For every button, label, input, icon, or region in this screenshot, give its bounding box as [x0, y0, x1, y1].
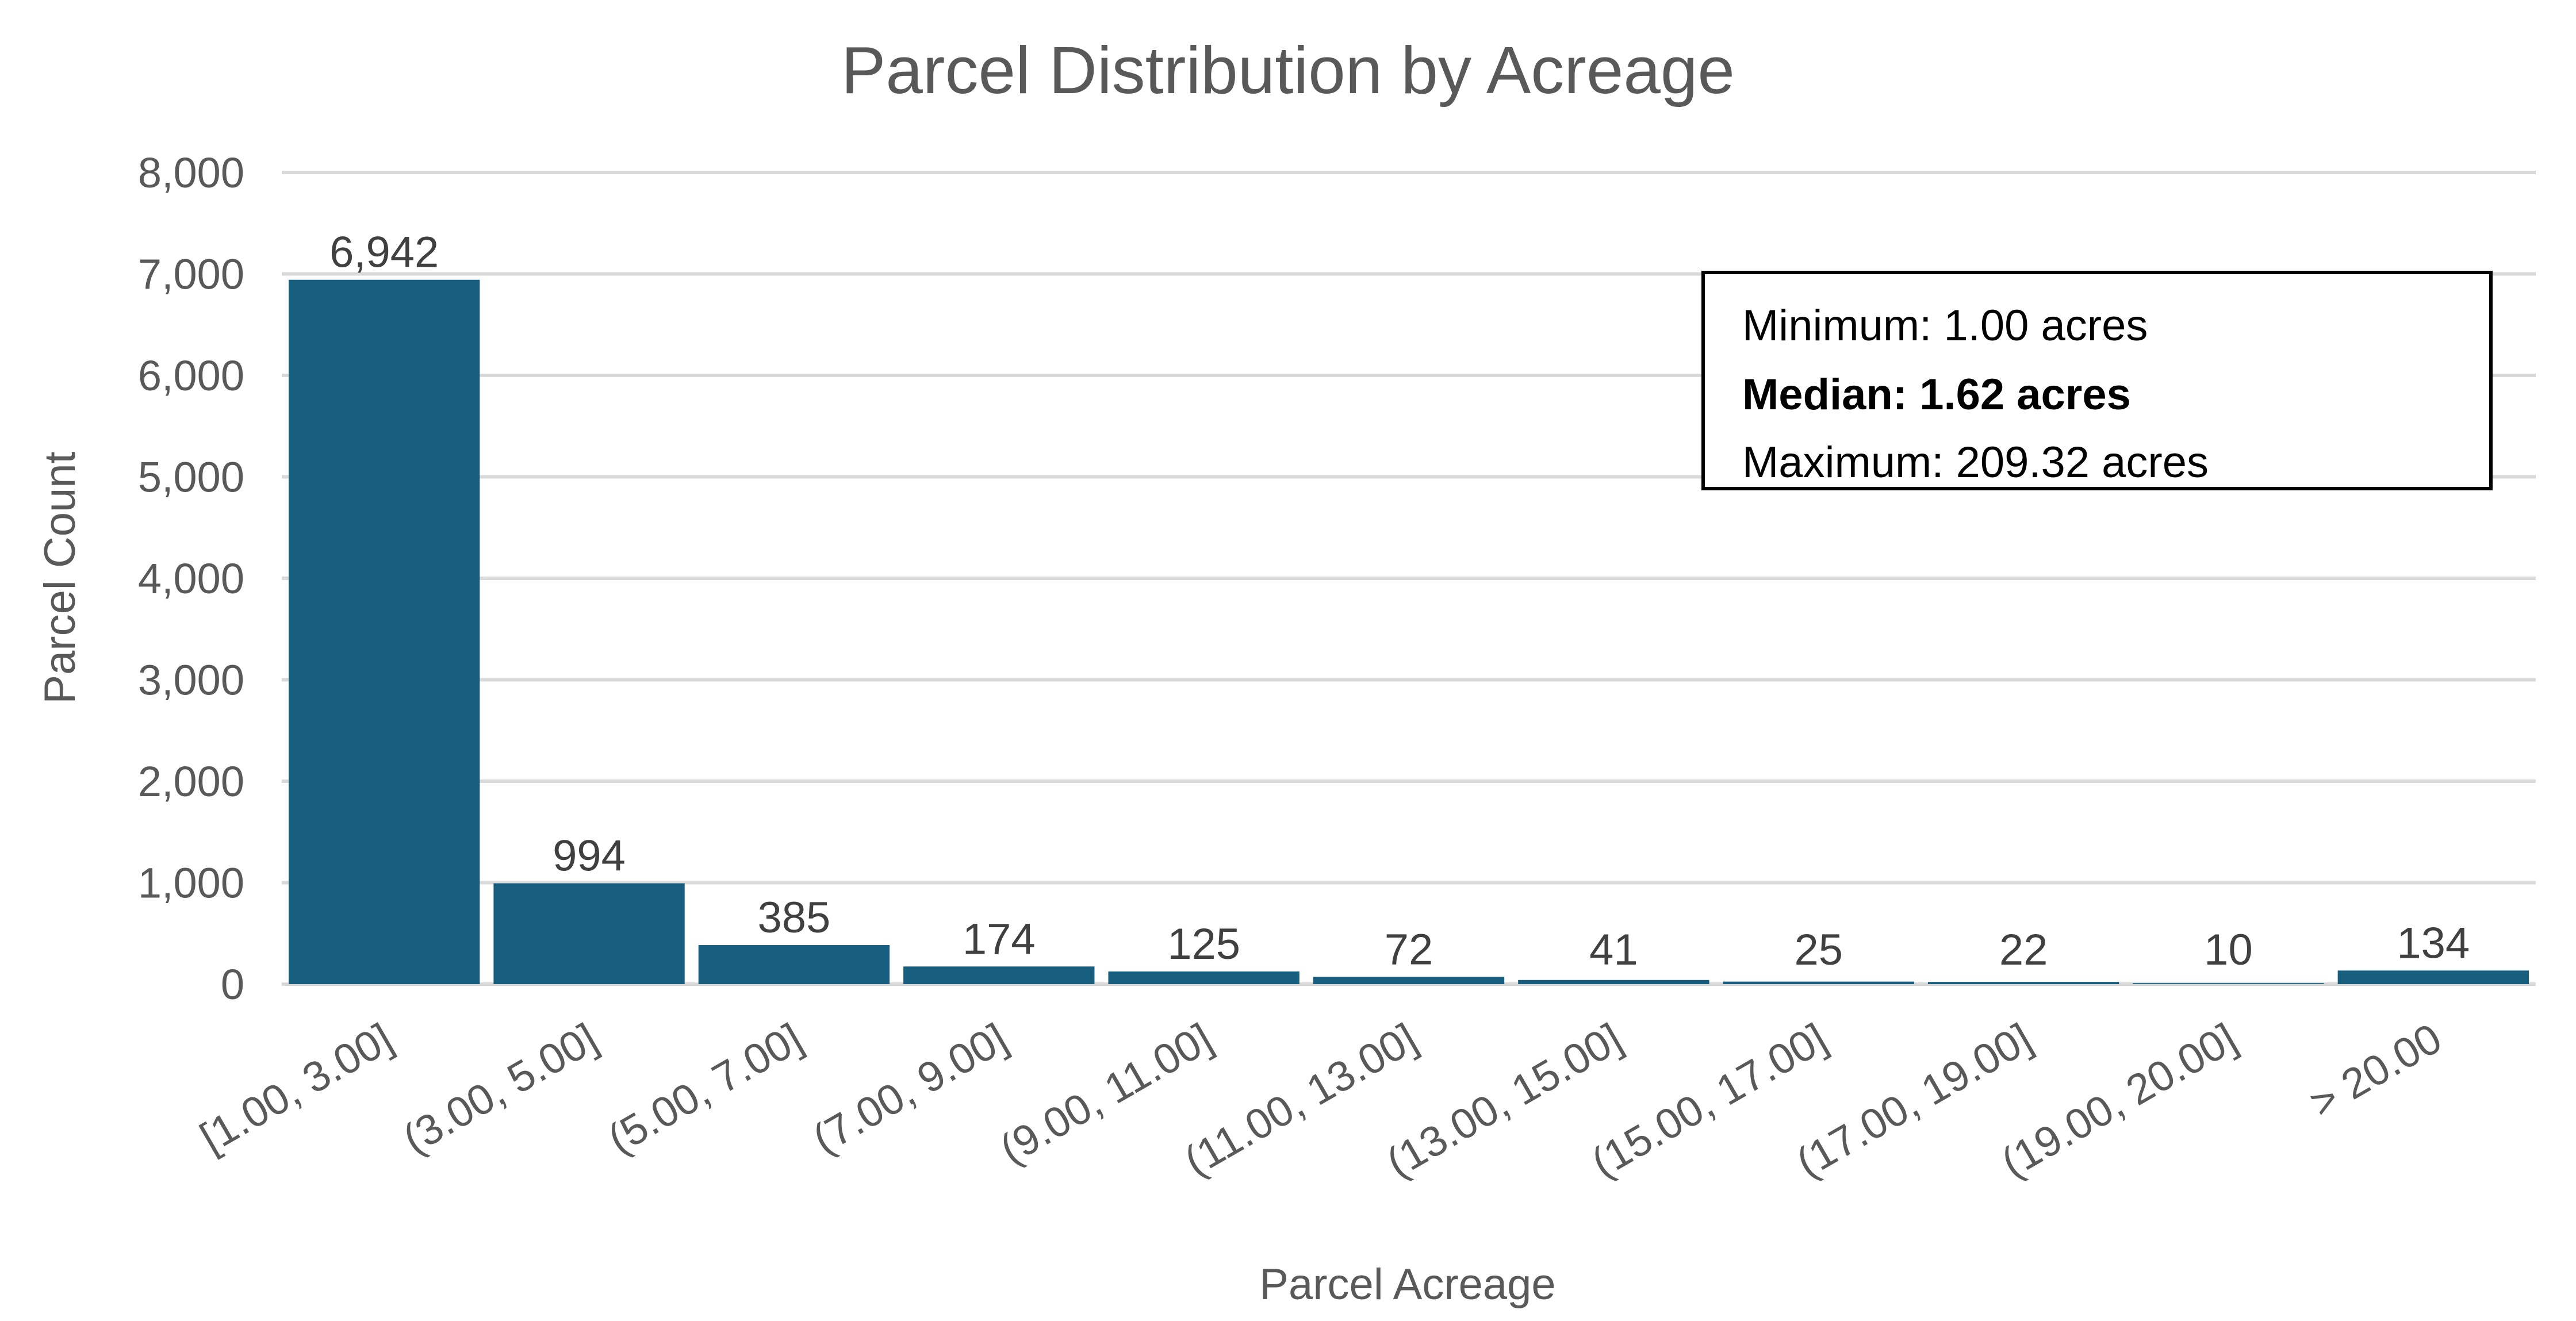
x-tick-label: (19.00, 20.00] — [1993, 1014, 2244, 1186]
bars — [289, 279, 2529, 984]
bar — [903, 966, 1095, 984]
data-label: 994 — [553, 832, 626, 881]
y-tick-label: 0 — [221, 961, 244, 1008]
y-tick-label: 8,000 — [138, 149, 244, 197]
y-tick-label: 5,000 — [138, 454, 244, 501]
y-tick-label: 4,000 — [138, 555, 244, 602]
y-axis-title: Parcel Count — [36, 451, 85, 704]
x-axis-ticks: [1.00, 3.00](3.00, 5.00](5.00, 7.00](7.0… — [192, 1014, 2450, 1186]
data-label: 174 — [963, 915, 1036, 963]
bar — [1313, 977, 1505, 984]
bar — [1518, 980, 1709, 984]
bar — [2133, 983, 2324, 984]
chart-title: Parcel Distribution by Acreage — [841, 33, 1735, 107]
data-label: 41 — [1589, 926, 1638, 974]
stats-minimum: Minimum: 1.00 acres — [1742, 301, 2148, 350]
data-label: 25 — [1794, 926, 1843, 974]
bar — [698, 945, 890, 984]
data-labels: 6,942 994 385 174 125 72 41 25 22 10 134 — [329, 228, 2470, 974]
bar — [1927, 982, 2119, 984]
x-tick-label: > 20.00 — [2302, 1014, 2450, 1127]
data-label: 6,942 — [329, 228, 439, 277]
data-label: 125 — [1167, 920, 1240, 969]
x-tick-label: (3.00, 5.00] — [395, 1014, 605, 1163]
x-axis-title: Parcel Acreage — [1259, 1260, 1555, 1309]
data-label: 134 — [2397, 919, 2470, 967]
y-tick-label: 6,000 — [138, 352, 244, 400]
y-tick-label: 2,000 — [138, 758, 244, 805]
bar — [1723, 981, 1914, 984]
data-label: 22 — [1999, 926, 2048, 974]
bar — [493, 883, 685, 984]
bar — [289, 279, 480, 984]
stats-box-border — [1701, 271, 2493, 490]
y-tick-label: 1,000 — [138, 859, 244, 907]
y-tick-label: 3,000 — [138, 656, 244, 704]
bar — [2337, 970, 2529, 984]
data-label: 10 — [2204, 926, 2253, 974]
y-axis-ticks: 0 1,000 2,000 3,000 4,000 5,000 6,000 7,000 8,00… — [138, 149, 244, 1008]
x-tick-label: [1.00, 3.00] — [192, 1014, 400, 1162]
x-tick-label: (7.00, 9.00] — [805, 1014, 1015, 1163]
x-tick-label: (5.00, 7.00] — [600, 1014, 810, 1163]
stats-box: Minimum: 1.00 acres Median: 1.62 acres M… — [1701, 271, 2493, 490]
bar — [1108, 971, 1300, 984]
y-tick-label: 7,000 — [138, 251, 244, 298]
gridlines — [282, 171, 2536, 986]
stats-maximum: Maximum: 209.32 acres — [1742, 438, 2209, 487]
data-label: 72 — [1385, 925, 1433, 974]
stats-median: Median: 1.62 acres — [1742, 370, 2131, 419]
data-label: 385 — [758, 893, 831, 942]
